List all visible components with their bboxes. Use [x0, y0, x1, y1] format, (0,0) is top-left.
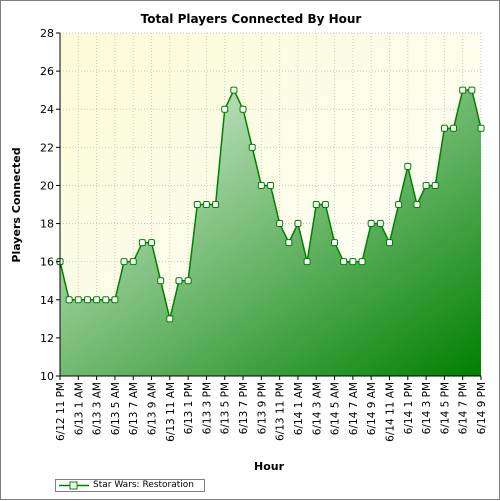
x-tick-label: 6/13 5 PM	[220, 382, 232, 434]
x-tick-label: 6/12 11 PM	[55, 382, 67, 441]
data-point	[93, 296, 101, 304]
y-tick-label: 18	[40, 218, 54, 231]
y-tick-label: 12	[40, 332, 54, 345]
x-tick-label: 6/13 7 AM	[128, 382, 140, 435]
data-point	[65, 296, 73, 304]
x-tick-label: 6/14 9 PM	[476, 382, 488, 434]
data-point	[367, 220, 375, 228]
x-ticks: 6/12 11 PM 6/13 1 AM 6/13 3 AM 6/13 5 AM 6/1…	[55, 376, 488, 442]
data-point	[331, 239, 339, 247]
x-tick-label: 6/13 9 AM	[147, 382, 159, 435]
x-tick-label: 6/13 3 AM	[92, 382, 104, 435]
data-point	[248, 143, 256, 151]
data-point	[413, 201, 421, 208]
y-tick-label: 24	[40, 103, 54, 116]
data-point	[184, 277, 192, 285]
x-tick-label: 6/14 5 PM	[439, 382, 451, 434]
y-axis-label: Players Connected	[10, 147, 23, 262]
data-point	[468, 86, 476, 94]
data-point	[111, 296, 119, 304]
data-point	[450, 124, 458, 132]
y-tick-label: 22	[40, 141, 54, 154]
data-point	[102, 296, 110, 304]
series-area	[60, 90, 481, 377]
y-tick-label: 26	[40, 65, 54, 78]
x-tick-label: 6/14 1 AM	[293, 382, 305, 435]
x-tick-label: 6/13 11 AM	[165, 382, 177, 442]
data-point	[340, 258, 348, 266]
y-tick-label: 20	[40, 179, 54, 192]
x-tick-label: 6/14 5 AM	[330, 382, 342, 435]
x-tick-label: 6/13 7 PM	[238, 382, 250, 434]
x-tick-label: 6/13 1 PM	[183, 382, 195, 434]
y-tick-label: 16	[40, 256, 54, 269]
data-point	[285, 239, 293, 247]
data-point	[404, 162, 412, 170]
x-tick-label: 6/14 9 AM	[366, 382, 378, 435]
data-point	[129, 258, 137, 266]
legend: Star Wars: Restoration	[55, 479, 205, 492]
x-tick-label: 6/14 1 PM	[403, 382, 415, 434]
data-point	[276, 220, 284, 228]
data-point	[303, 258, 311, 266]
y-ticks: 10 12 14 16 18 20 22 24 26 28	[40, 27, 60, 383]
data-point	[349, 258, 357, 266]
data-point	[83, 296, 91, 304]
x-tick-label: 6/14 11 AM	[384, 382, 396, 442]
data-point	[221, 105, 229, 113]
x-tick-label: 6/13 9 PM	[256, 382, 268, 434]
data-point	[230, 86, 238, 94]
data-point	[120, 258, 128, 266]
data-point	[431, 181, 439, 189]
data-point	[148, 239, 156, 247]
x-tick-label: 6/14 3 PM	[421, 382, 433, 434]
data-point	[385, 239, 393, 247]
chart-title: Total Players Connected By Hour	[141, 12, 362, 26]
data-point	[193, 201, 201, 208]
data-point	[395, 201, 403, 208]
x-axis-label: Hour	[254, 460, 285, 473]
x-tick-label: 6/14 7 AM	[348, 382, 360, 435]
data-point	[376, 220, 384, 228]
data-point	[157, 277, 165, 285]
data-point	[294, 220, 302, 228]
data-point	[440, 124, 448, 132]
data-point	[138, 239, 146, 247]
series-points	[56, 86, 485, 323]
data-point	[74, 296, 82, 304]
data-point	[267, 181, 274, 189]
data-point	[212, 201, 220, 208]
y-tick-label: 28	[40, 27, 54, 40]
x-tick-label: 6/14 3 AM	[311, 382, 323, 435]
x-tick-label: 6/14 7 PM	[458, 382, 470, 434]
data-point	[459, 86, 467, 94]
x-tick-label: 6/13 3 PM	[201, 382, 213, 434]
data-point	[321, 201, 329, 208]
data-point	[202, 201, 210, 208]
data-point	[358, 258, 366, 266]
y-tick-label: 14	[40, 294, 54, 307]
y-tick-label: 10	[40, 370, 54, 383]
data-point	[257, 181, 265, 189]
data-point	[175, 277, 183, 285]
data-point	[239, 105, 247, 113]
data-point	[312, 201, 320, 208]
x-tick-label: 6/13 5 AM	[110, 382, 122, 435]
legend-label: Star Wars: Restoration	[93, 480, 195, 490]
legend-swatch	[59, 481, 89, 490]
data-point	[477, 124, 485, 132]
x-tick-label: 6/13 1 AM	[73, 382, 85, 435]
data-point	[166, 315, 174, 323]
data-point	[422, 181, 430, 189]
x-tick-label: 6/13 11 PM	[275, 382, 287, 441]
